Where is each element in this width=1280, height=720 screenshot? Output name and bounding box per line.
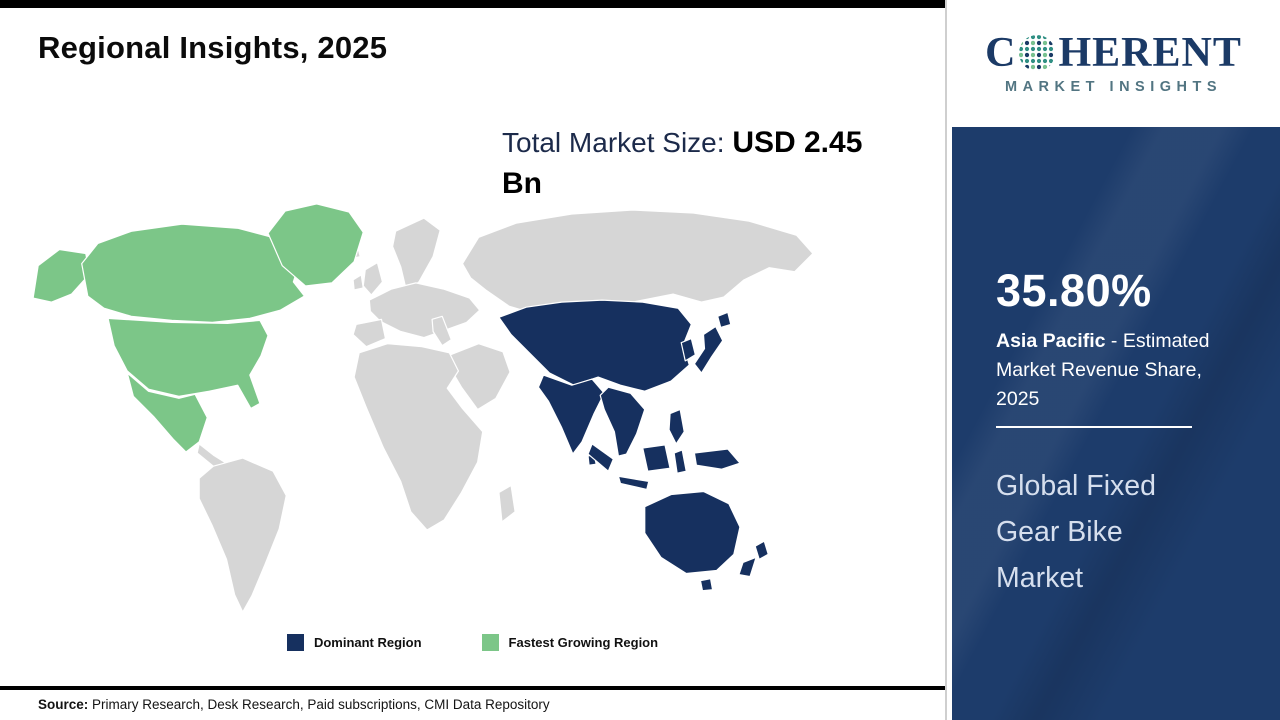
country-alaska <box>32 248 91 303</box>
dotted-globe-icon <box>1019 35 1056 71</box>
island-tasmania <box>699 577 714 592</box>
brand-letter-c: C <box>985 30 1017 76</box>
country-new-zealand-north <box>754 540 769 560</box>
country-greenland <box>267 203 364 287</box>
brand-subtitle: MARKET INSIGHTS <box>1004 79 1223 95</box>
region-middle-east <box>449 343 511 411</box>
country-usa <box>107 317 269 410</box>
page-title: Regional Insights, 2025 <box>38 30 388 65</box>
sidebar-divider <box>996 426 1192 428</box>
country-japan <box>693 325 724 374</box>
island-sumatra <box>587 443 614 472</box>
region-europe <box>368 282 481 339</box>
country-australia <box>644 490 741 575</box>
source-label: Source: <box>38 697 89 712</box>
market-share-description: Asia Pacific - Estimated Market Revenue … <box>996 327 1244 414</box>
country-india <box>537 374 605 455</box>
dominant-region-asia-pacific <box>498 299 769 592</box>
logo-area: C HERENT MARKET INSIGHTS <box>947 0 1280 127</box>
country-new-zealand-south <box>738 556 757 578</box>
island-sulawesi <box>673 449 687 474</box>
market-size-label: Total Market Size: <box>502 127 733 158</box>
share-desc-text: - Estimated Market Revenue Share, 2025 <box>996 330 1210 410</box>
world-map <box>32 203 814 613</box>
region-indochina <box>599 386 646 457</box>
region-central-asia-china <box>498 299 692 392</box>
legend: Dominant Region Fastest Growing Region <box>0 634 945 651</box>
market-size-value: USD 2.45 Bn <box>502 126 863 200</box>
bottom-accent-bar <box>0 686 945 690</box>
neutral-regions <box>196 209 814 613</box>
region-africa <box>353 343 484 531</box>
legend-label-dominant: Dominant Region <box>313 635 422 650</box>
country-madagascar <box>498 484 516 523</box>
country-spain <box>352 318 387 348</box>
dominant-region-swatch <box>286 634 304 651</box>
world-map-container <box>25 200 825 622</box>
country-south-america <box>198 457 287 613</box>
country-canada <box>81 223 306 323</box>
market-share-value: 35.80% <box>996 265 1152 316</box>
island-borneo <box>642 444 671 472</box>
country-ireland <box>352 274 364 291</box>
share-region: Asia Pacific <box>996 330 1106 352</box>
country-italy <box>431 315 452 347</box>
sidebar-panel: 35.80% Asia Pacific - Estimated Market R… <box>952 127 1280 720</box>
country-japan-hokkaido <box>717 311 732 329</box>
country-philippines <box>668 408 685 445</box>
source-line: Source: Primary Research, Desk Research,… <box>38 697 550 712</box>
source-text: Primary Research, Desk Research, Paid su… <box>88 697 550 712</box>
brand-coherent: C HERENT <box>985 32 1242 74</box>
country-mexico <box>126 372 208 453</box>
legend-item-dominant: Dominant Region <box>286 634 422 651</box>
brand-letters-rest: HERENT <box>1058 30 1242 76</box>
country-scandinavia <box>391 217 441 293</box>
country-russia <box>461 209 814 315</box>
country-korea <box>680 337 696 362</box>
fastest-growing-region-north-america <box>32 203 364 453</box>
fastest-growing-region-swatch <box>481 634 499 651</box>
country-uk <box>362 262 384 296</box>
vertical-divider <box>945 0 947 720</box>
legend-label-fastest-growing: Fastest Growing Region <box>508 635 659 650</box>
top-accent-bar <box>0 0 945 8</box>
market-name: Global Fixed Gear Bike Market <box>996 470 1156 594</box>
island-java <box>617 475 650 491</box>
island-new-guinea <box>693 448 741 470</box>
legend-item-fastest-growing: Fastest Growing Region <box>481 634 659 651</box>
total-market-size: Total Market Size: USD 2.45 Bn <box>502 122 902 204</box>
